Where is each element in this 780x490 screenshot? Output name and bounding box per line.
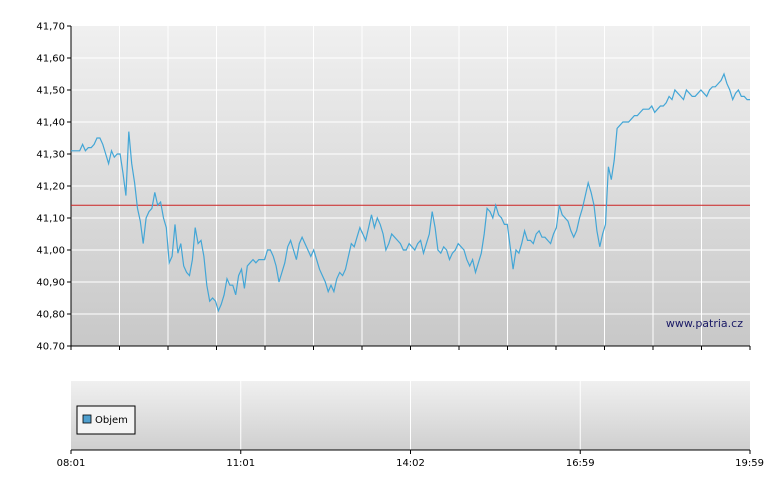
price-y-tick-label: 41,00: [36, 246, 65, 257]
x-tick-label: 19:59: [735, 458, 764, 469]
price-y-tick-label: 40,90: [36, 278, 65, 289]
price-series-line: [71, 72, 750, 313]
watermark: www.patria.cz: [666, 317, 743, 330]
price-y-tick-label: 41,20: [36, 182, 65, 193]
price-x-ticks: [70, 346, 751, 350]
price-y-tick-label: 41,70: [36, 22, 65, 33]
volume-panel: 08:01 11:01 14:02 16:59 19:59 Objem: [57, 381, 764, 469]
price-y-tick-label: 41,40: [36, 118, 65, 129]
price-y-axis: 41,70 41,60 41,50 41,40 41,30 41,20 41,10 41,00…: [36, 22, 71, 353]
price-y-tick-label: 41,60: [36, 54, 65, 65]
price-y-tick-label: 41,30: [36, 150, 65, 161]
volume-grid: [240, 381, 581, 450]
legend-box: [76, 405, 136, 435]
x-tick-label: 14:02: [396, 458, 425, 469]
price-grid: [71, 26, 750, 346]
legend: Objem: [76, 405, 136, 435]
price-y-tick-label: 40,80: [36, 310, 65, 321]
legend-swatch: [82, 414, 92, 424]
x-tick-label: 08:01: [57, 458, 86, 469]
x-tick-label: 11:01: [226, 458, 255, 469]
price-y-tick-label: 41,10: [36, 214, 65, 225]
price-panel: 41,70 41,60 41,50 41,40 41,30 41,20 41,10 41,00…: [36, 22, 751, 353]
x-tick-label: 16:59: [566, 458, 595, 469]
price-y-tick-label: 41,50: [36, 86, 65, 97]
price-y-tick-label: 40.70: [36, 342, 65, 353]
legend-label: Objem: [95, 415, 128, 426]
volume-x-axis: 08:01 11:01 14:02 16:59 19:59: [57, 450, 764, 469]
